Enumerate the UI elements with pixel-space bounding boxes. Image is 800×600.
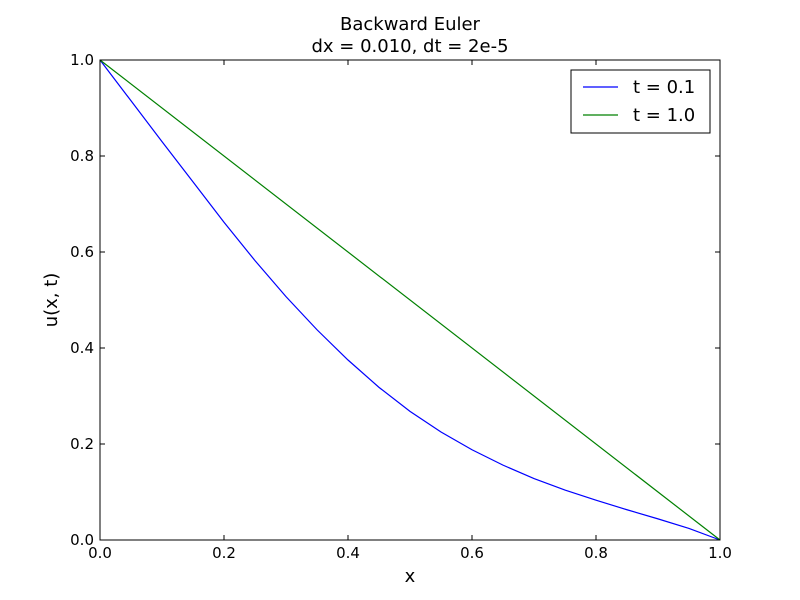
series-line-1: [99, 59, 721, 541]
legend-label-series-1: t = 0.1: [633, 77, 695, 98]
legend-label-series-2: t = 1.0: [633, 105, 695, 126]
chart-title: Backward Euler: [340, 14, 481, 35]
x-tick-label: 0.2: [212, 544, 236, 562]
x-tick-label: 1.0: [708, 544, 732, 562]
ticks-layer: 0.0 0.2 0.4 0.6 0.8 1.0 0.0 0.2 0.4 0.6 0.8 1.0: [70, 51, 732, 562]
y-tick-label: 0.2: [70, 435, 94, 453]
series-line-2: [99, 59, 721, 541]
x-tick-label: 0.6: [460, 544, 484, 562]
x-tick-label: 0.8: [584, 544, 608, 562]
x-tick-label: 0.4: [336, 544, 360, 562]
y-tick-label: 0.8: [70, 147, 94, 165]
x-tick-label: 0.0: [88, 544, 112, 562]
x-axis-label: x: [405, 566, 416, 587]
y-tick-label: 0.6: [70, 243, 94, 261]
plot-area: 0.0 0.2 0.4 0.6 0.8 1.0 0.0 0.2 0.4 0.6 0.8 1.0: [70, 51, 732, 562]
series-layer: [99, 59, 721, 541]
legend-frame: [570, 69, 711, 134]
y-tick-label: 0.4: [70, 339, 94, 357]
y-tick-label: 0.0: [70, 531, 94, 549]
chart-subtitle: dx = 0.010, dt = 2e-5: [311, 36, 508, 57]
y-axis-label: u(x, t): [41, 273, 62, 328]
legend: t = 0.1 t = 1.0: [570, 69, 711, 134]
y-tick-label: 1.0: [70, 51, 94, 69]
